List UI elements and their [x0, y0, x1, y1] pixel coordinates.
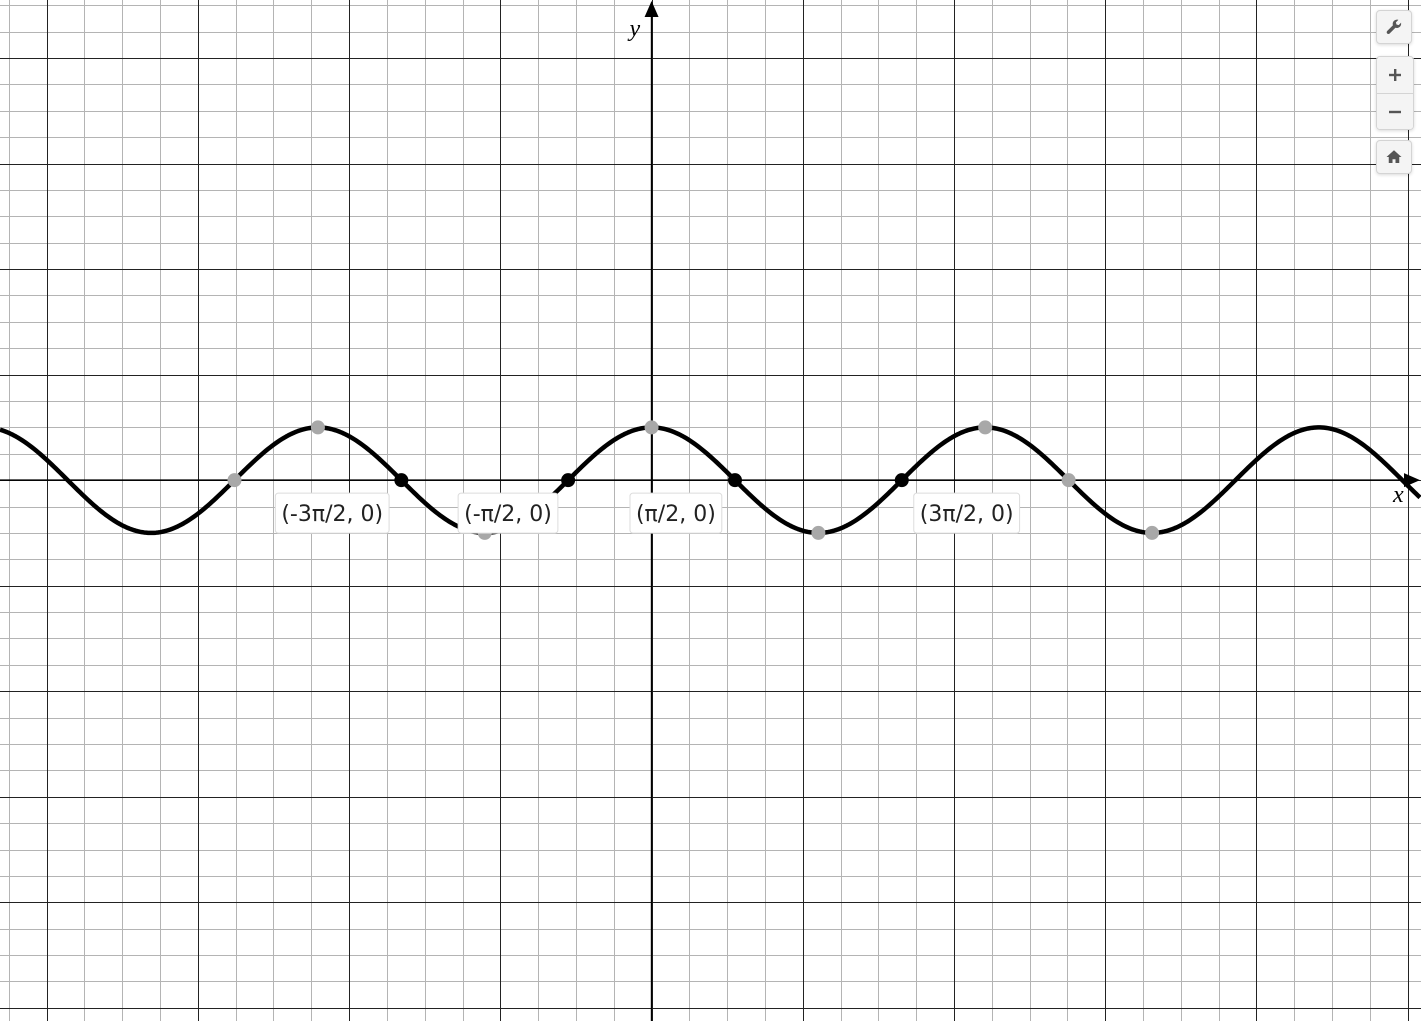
point-label: (-3π/2, 0): [274, 492, 390, 534]
point-label-box: [629, 492, 723, 534]
point-label-text: (-3π/2, 0): [281, 502, 383, 527]
gray-point: [227, 473, 242, 488]
home-icon: [1386, 150, 1402, 163]
point-label: (π/2, 0): [629, 492, 723, 534]
plus-icon: [1389, 69, 1401, 81]
highlighted-point[interactable]: [561, 473, 576, 488]
zoom-in-button[interactable]: [1377, 57, 1413, 93]
zoom-out-button[interactable]: [1377, 93, 1413, 129]
point-label-box: [457, 492, 559, 534]
graph-toolbar: [1376, 10, 1414, 174]
point-label-box: [274, 492, 390, 534]
gray-point: [1145, 525, 1160, 540]
point-label-text: (3π/2, 0): [920, 502, 1014, 527]
highlighted-point[interactable]: [894, 473, 909, 488]
gray-point: [310, 420, 325, 435]
gray-point: [978, 420, 993, 435]
highlighted-point[interactable]: [394, 473, 409, 488]
x-axis-label: x: [1392, 482, 1404, 508]
gray-point: [811, 525, 826, 540]
minus-icon: [1389, 110, 1401, 113]
zoom-controls: [1376, 56, 1414, 130]
point-label-text: (-π/2, 0): [464, 502, 552, 527]
point-label: (3π/2, 0): [913, 492, 1021, 534]
y-axis-arrow: [644, 1, 659, 17]
wrench-icon: [1386, 19, 1402, 35]
point-label: (-π/2, 0): [457, 492, 559, 534]
point-labels: (-3π/2, 0) (-π/2, 0) (π/2, 0) (3π/2, 0): [274, 492, 1021, 534]
gray-point: [644, 420, 659, 435]
gray-point: [1061, 473, 1076, 488]
point-label-text: (π/2, 0): [636, 502, 716, 527]
settings-button[interactable]: [1376, 10, 1412, 44]
highlighted-points[interactable]: [394, 473, 909, 488]
point-label-box: [913, 492, 1021, 534]
y-axis-label: y: [628, 16, 641, 42]
home-button[interactable]: [1376, 140, 1412, 174]
highlighted-point[interactable]: [727, 473, 742, 488]
